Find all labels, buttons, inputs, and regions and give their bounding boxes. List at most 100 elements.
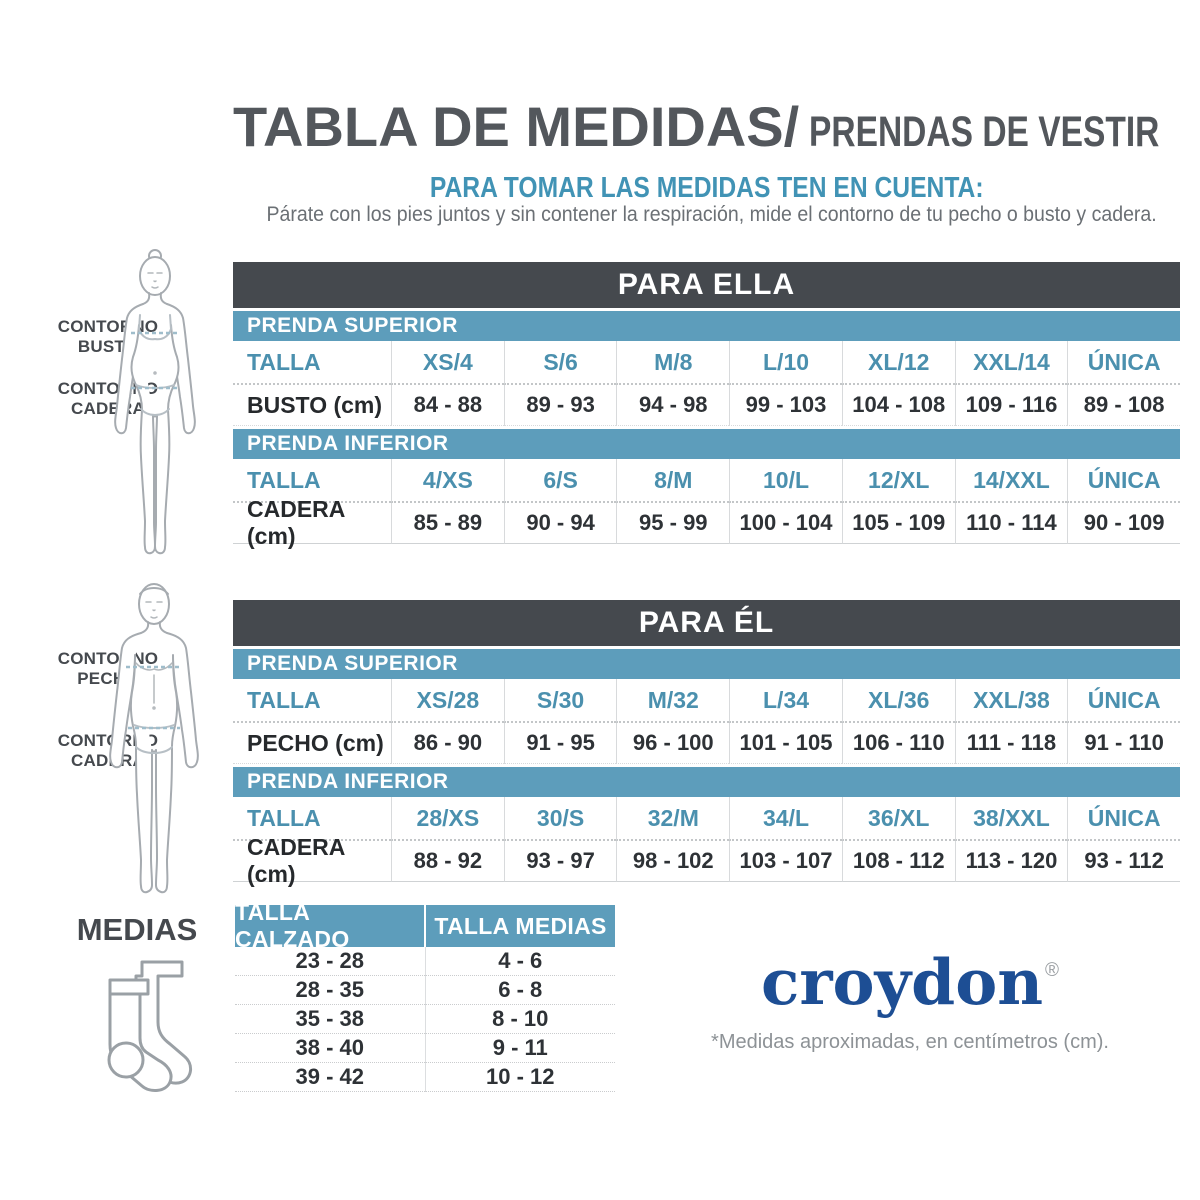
- measuring-instructions-text: Párate con los pies juntos y sin contene…: [266, 203, 1157, 226]
- female-body-figure: [114, 249, 196, 555]
- female-head: [139, 256, 171, 296]
- value-cell: 86 - 90: [391, 723, 504, 764]
- medias-cell: 4 - 6: [424, 947, 615, 976]
- size-cell: 6/S: [503, 459, 617, 503]
- size-cell: ÚNICA: [1067, 679, 1181, 723]
- value-cell: 93 - 112: [1067, 841, 1181, 882]
- value-cell: 85 - 89: [391, 503, 504, 544]
- female-torso-right-leg: [154, 324, 180, 555]
- men-upper-band: PRENDA SUPERIOR: [233, 649, 1180, 679]
- measure-row-label: PECHO (cm): [233, 723, 391, 764]
- size-cell: XS/28: [391, 679, 504, 723]
- value-cell: 90 - 94: [503, 503, 617, 544]
- socks-table-row: 35 - 38 8 - 10: [235, 1005, 615, 1034]
- calzado-cell: 28 - 35: [235, 976, 425, 1005]
- size-cell: 38/XXL: [954, 797, 1068, 841]
- men-lower-size-row: TALLA 28/XS 30/S 32/M 34/L 36/XL 38/XXL …: [233, 797, 1181, 841]
- men-upper-size-row: TALLA XS/28 S/30 M/32 L/34 XL/36 XXL/38 …: [233, 679, 1181, 723]
- female-bra: [138, 314, 172, 341]
- size-cell: 4/XS: [391, 459, 504, 503]
- size-cell: 12/XL: [841, 459, 955, 503]
- size-cell: M/8: [616, 341, 730, 385]
- value-cell: 88 - 92: [391, 841, 504, 882]
- women-table-title: PARA ELLA: [233, 262, 1180, 308]
- value-cell: 94 - 98: [616, 385, 730, 426]
- size-cell: M/32: [616, 679, 730, 723]
- men-lower-band: PRENDA INFERIOR: [233, 767, 1180, 797]
- size-cell: 30/S: [503, 797, 617, 841]
- value-cell: 108 - 112: [841, 841, 955, 882]
- value-cell: 111 - 118: [954, 723, 1068, 764]
- size-cell: S/30: [503, 679, 617, 723]
- value-cell: 104 - 108: [841, 385, 955, 426]
- women-lower-size-row: TALLA 4/XS 6/S 8/M 10/L 12/XL 14/XXL ÚNI…: [233, 459, 1181, 503]
- size-cell: L/34: [729, 679, 842, 723]
- front-sock: [108, 978, 150, 996]
- size-cell: ÚNICA: [1067, 797, 1181, 841]
- medias-cell: 10 - 12: [424, 1063, 615, 1092]
- value-cell: 110 - 114: [954, 503, 1068, 544]
- calzado-cell: 39 - 42: [235, 1063, 425, 1092]
- size-cell: 28/XS: [391, 797, 504, 841]
- women-lower-band: PRENDA INFERIOR: [233, 429, 1180, 459]
- value-cell: 101 - 105: [729, 723, 842, 764]
- socks-section-title: MEDIAS: [76, 912, 198, 947]
- value-cell: 100 - 104: [729, 503, 842, 544]
- value-cell: 90 - 109: [1067, 503, 1181, 544]
- socks-table-row: 23 - 28 4 - 6: [235, 947, 615, 976]
- socks-size-table: TALLA CALZADO TALLA MEDIAS 23 - 28 4 - 6…: [235, 899, 615, 1092]
- size-row-label: TALLA: [233, 341, 391, 385]
- value-cell: 105 - 109: [841, 503, 955, 544]
- size-cell: 32/M: [616, 797, 730, 841]
- medias-cell: 9 - 11: [424, 1034, 615, 1063]
- women-bust-row: BUSTO (cm) 84 - 88 89 - 93 94 - 98 99 - …: [233, 385, 1181, 426]
- size-cell: 10/L: [729, 459, 842, 503]
- size-cell: ÚNICA: [1067, 341, 1181, 385]
- brand-block: croydon ® *Medidas aproximadas, en centím…: [640, 945, 1180, 1054]
- footnote: *Medidas aproximadas, en centímetros (cm…: [711, 1031, 1109, 1053]
- value-cell: 84 - 88: [391, 385, 504, 426]
- women-upper-band: PRENDA SUPERIOR: [233, 311, 1180, 341]
- size-cell: XXL/38: [954, 679, 1068, 723]
- women-size-table: PARA ELLA PRENDA SUPERIOR TALLA XS/4 S/6…: [233, 262, 1181, 549]
- measure-row-label: BUSTO (cm): [233, 385, 391, 426]
- male-head: [138, 583, 170, 625]
- value-cell: 91 - 110: [1067, 723, 1181, 764]
- calzado-cell: 35 - 38: [235, 1005, 425, 1034]
- medias-cell: 6 - 8: [424, 976, 615, 1005]
- size-cell: 36/XL: [841, 797, 955, 841]
- value-cell: 109 - 116: [954, 385, 1068, 426]
- size-cell: 8/M: [616, 459, 730, 503]
- size-cell: XS/4: [391, 341, 504, 385]
- size-cell: ÚNICA: [1067, 459, 1181, 503]
- socks-col-medias: TALLA MEDIAS: [424, 905, 615, 947]
- men-size-table: PARA ÉL PRENDA SUPERIOR TALLA XS/28 S/30…: [233, 600, 1181, 887]
- value-cell: 91 - 95: [503, 723, 617, 764]
- measure-row-label: CADERA (cm): [233, 496, 391, 549]
- calzado-cell: 23 - 28: [235, 947, 425, 976]
- women-hip-row: CADERA (cm) 85 - 89 90 - 94 95 - 99 100 …: [233, 496, 1181, 549]
- size-cell: 14/XXL: [954, 459, 1068, 503]
- socks-col-calzado: TALLA CALZADO: [235, 899, 424, 952]
- value-cell: 93 - 97: [503, 841, 617, 882]
- men-table-title: PARA ÉL: [233, 600, 1180, 646]
- size-row-label: TALLA: [233, 679, 391, 723]
- socks-icon: [107, 960, 192, 1092]
- male-torso-left-leg: [129, 654, 153, 894]
- front-sock-heel: [107, 1041, 145, 1079]
- size-cell: XL/36: [841, 679, 955, 723]
- value-cell: 106 - 110: [841, 723, 955, 764]
- socks-table-header: TALLA CALZADO TALLA MEDIAS: [235, 899, 615, 952]
- value-cell: 99 - 103: [729, 385, 842, 426]
- croydon-logo: croydon: [760, 945, 1044, 1019]
- size-cell: L/10: [729, 341, 842, 385]
- value-cell: 89 - 108: [1067, 385, 1181, 426]
- women-upper-size-row: TALLA XS/4 S/6 M/8 L/10 XL/12 XXL/14 ÚNI…: [233, 341, 1181, 385]
- size-cell: XXL/14: [954, 341, 1068, 385]
- socks-table-row: 39 - 42 10 - 12: [235, 1063, 615, 1092]
- size-row-label: TALLA: [233, 797, 391, 841]
- size-cell: XL/12: [841, 341, 955, 385]
- medias-cell: 8 - 10: [424, 1005, 615, 1034]
- value-cell: 103 - 107: [729, 841, 842, 882]
